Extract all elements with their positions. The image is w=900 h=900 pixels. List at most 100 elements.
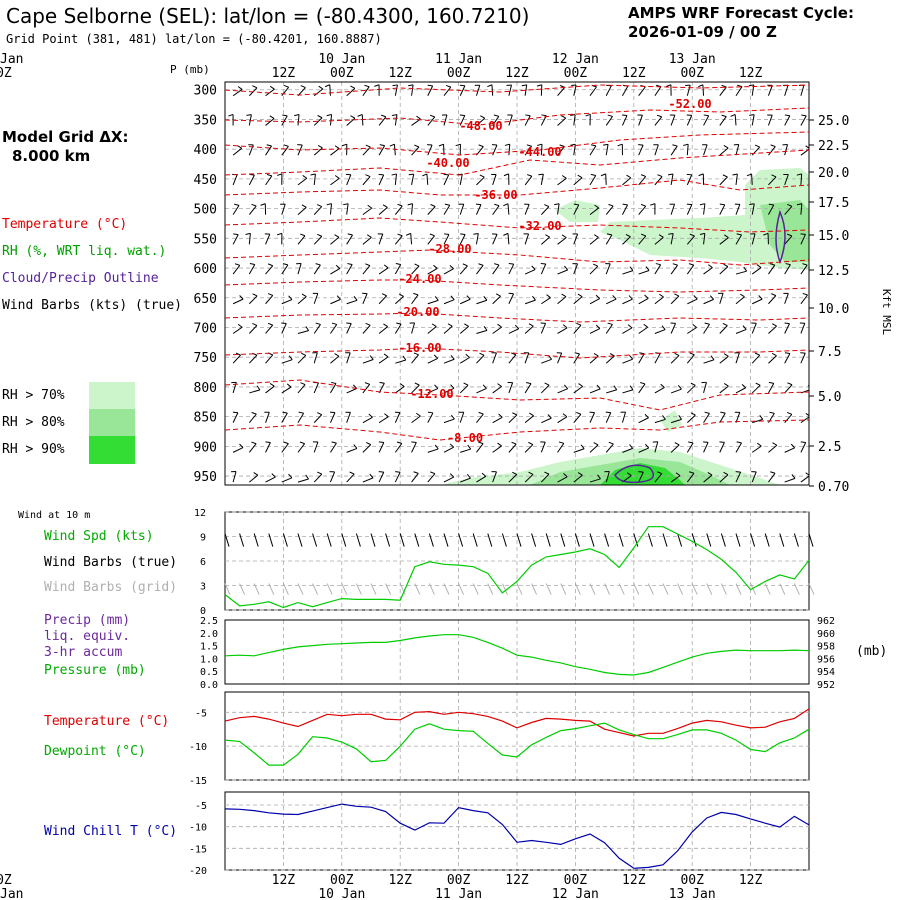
wind-barb-flag <box>741 383 747 389</box>
wind10m-barb-grid <box>677 583 684 595</box>
wind-barb-flag <box>678 415 683 420</box>
height-tick-label: 0.70 <box>818 480 849 495</box>
wind-barb-flag <box>770 144 776 148</box>
wind-barb <box>751 114 755 126</box>
wind-barb-flag <box>366 234 372 238</box>
temperature-contour <box>225 107 809 126</box>
wind-barb <box>330 355 340 364</box>
temperature-line <box>224 708 810 737</box>
wind-barb <box>281 477 293 483</box>
precip-tick-label: 1.5 <box>200 642 218 653</box>
wind-barb-flag <box>768 381 774 384</box>
wind-barb-flag <box>252 85 258 89</box>
wind-barb-flag <box>407 203 413 206</box>
wind-barb <box>654 441 659 453</box>
wind-barb <box>557 237 567 245</box>
wind-barb-flag <box>508 292 514 295</box>
wind-barb <box>751 384 761 394</box>
wind-barb <box>703 144 708 156</box>
wind-barb <box>265 233 271 245</box>
wind-barb <box>394 412 401 423</box>
wind-barb-flag <box>283 144 289 147</box>
wind-barb <box>768 295 777 305</box>
wind-barb-flag <box>593 353 599 357</box>
wind-barb-flag <box>443 173 449 176</box>
wind-barb-flag <box>688 263 694 266</box>
wind10m-barb-true <box>808 533 814 547</box>
wind-barb-flag <box>389 143 395 147</box>
wind-barb <box>394 471 401 483</box>
wind-barb-flag <box>723 382 729 387</box>
temperature-contour-label: -24.00 <box>398 272 441 286</box>
wind-barb-flag <box>429 233 435 237</box>
wind-barb <box>313 414 323 423</box>
wind-barb-flag <box>570 143 576 146</box>
wind10m-barb-grid <box>253 583 260 595</box>
wind-barb-flag <box>481 472 487 477</box>
wind-barb <box>427 412 434 423</box>
wind-barb <box>589 388 601 394</box>
wind-barb-flag <box>269 115 275 119</box>
wind-barb <box>313 173 316 185</box>
wind-barb <box>410 233 413 245</box>
wind-barb <box>508 84 512 96</box>
wind-barb <box>686 414 696 424</box>
wind-barb-flag <box>447 323 453 327</box>
wind10m-barb-true <box>604 533 610 547</box>
wind-barb-flag <box>478 411 484 415</box>
wind-barb <box>540 441 546 453</box>
wind-barb <box>346 352 351 364</box>
wind10m-barb-grid <box>297 583 304 595</box>
wind10m-barb-grid <box>224 583 231 595</box>
wind-barb <box>654 176 663 186</box>
height-tick-label: 22.5 <box>818 139 849 154</box>
wind-barb-flag <box>300 382 306 386</box>
wind-barb-flag <box>422 173 428 177</box>
wind-barb-flag <box>251 441 257 445</box>
wind-barb <box>605 234 613 245</box>
wind-barb <box>313 264 321 275</box>
wind-barb <box>686 384 696 394</box>
rh70-region-mid <box>555 200 600 222</box>
wind-barb <box>297 443 306 453</box>
wind-barb-flag <box>644 413 649 419</box>
wind10m-barb-grid <box>604 583 611 595</box>
wind-barb <box>735 234 742 245</box>
wind-barb-flag <box>525 114 531 117</box>
wind-barb-flag <box>482 384 487 389</box>
wind-barb-flag <box>546 294 551 299</box>
wind-barb <box>735 204 741 215</box>
temperature-contour <box>225 179 809 196</box>
wind-barb <box>492 471 497 483</box>
wind-barb <box>248 354 258 364</box>
wind-barb <box>330 442 337 453</box>
wind-barb <box>751 146 761 156</box>
wind-barb <box>751 233 756 245</box>
dewpoint-line <box>224 722 810 766</box>
wind10m-barb-true <box>618 533 624 547</box>
wind-barb-flag <box>608 441 614 445</box>
wind10m-barb-true <box>355 533 361 547</box>
wind-barb-flag <box>478 263 484 266</box>
wind-barb <box>768 472 776 483</box>
height-tick-label: 20.0 <box>818 166 849 181</box>
wind-barb <box>605 443 614 453</box>
wind-barb <box>394 173 397 185</box>
wind-barb-flag <box>301 293 307 298</box>
wind-barb-flag <box>703 114 709 117</box>
legend-wind-barbs: Wind Barbs (kts) (true) <box>2 298 183 313</box>
wind-barb <box>573 114 576 126</box>
wind-barb-flag <box>237 145 242 149</box>
wind10m-barb-true <box>312 533 318 547</box>
wind-barb-flag <box>544 382 550 386</box>
wind-barb <box>800 352 806 364</box>
wind10m-barb-true <box>531 533 537 547</box>
wind-barb <box>557 203 560 215</box>
wind-barb-flag <box>723 353 729 357</box>
wind-barb <box>232 174 238 186</box>
legend-rh: RH (%, WRT liq. wat.) <box>2 244 167 259</box>
wind-barb-flag <box>743 266 748 272</box>
wind-barb <box>670 173 674 185</box>
wind10m-barb-true <box>735 533 741 547</box>
wind-barb <box>622 270 634 275</box>
